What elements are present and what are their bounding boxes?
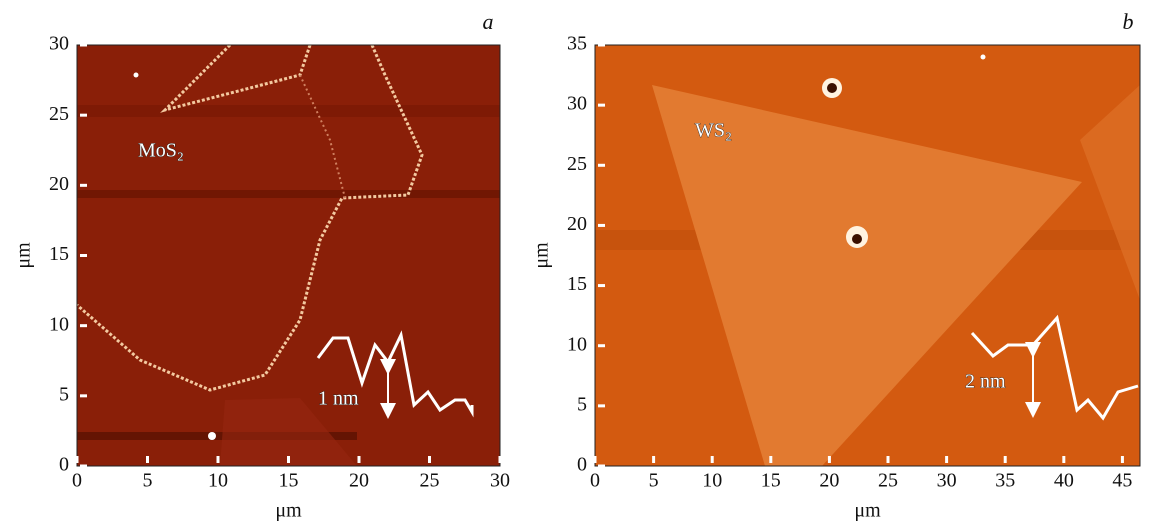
y-tick-label: 15 [567, 273, 587, 295]
x-tick-label: 20 [349, 470, 369, 492]
panel-label: b [1123, 9, 1134, 34]
y-tick-label: 20 [49, 173, 69, 195]
annotation: MoS₂ [138, 140, 184, 162]
x-tick-label: 25 [878, 470, 898, 492]
y-tick-label: 5 [577, 393, 587, 415]
x-tick-label: 15 [761, 470, 781, 492]
afm-image-b [595, 45, 1140, 466]
y-tick-label: 20 [567, 213, 587, 235]
y-tick-label: 0 [59, 454, 69, 476]
afm-image-a [76, 43, 500, 466]
x-tick-label: 20 [819, 470, 839, 492]
x-axis-label: μm [275, 500, 302, 522]
y-tick-label: 10 [567, 333, 587, 355]
y-tick-label: 35 [567, 33, 587, 55]
panel-label: a [483, 9, 494, 34]
x-tick-label: 5 [143, 470, 153, 492]
x-tick-label: 5 [649, 470, 659, 492]
x-tick-label: 15 [279, 470, 299, 492]
x-tick-label: 10 [208, 470, 228, 492]
y-tick-label: 25 [49, 103, 69, 125]
y-tick-label: 30 [567, 93, 587, 115]
x-tick-label: 0 [590, 470, 600, 492]
x-tick-label: 40 [1054, 470, 1074, 492]
annotation: 1 nm [318, 388, 359, 410]
x-tick-label: 0 [72, 470, 82, 492]
y-tick-label: 10 [49, 313, 69, 335]
x-tick-label: 30 [490, 470, 510, 492]
plot-frame [594, 44, 1141, 467]
y-tick-label: 15 [49, 243, 69, 265]
x-tick-label: 35 [995, 470, 1015, 492]
x-tick-label: 30 [937, 470, 957, 492]
x-tick-label: 25 [420, 470, 440, 492]
y-tick-label: 5 [59, 383, 69, 405]
y-tick-label: 0 [577, 454, 587, 476]
x-tick-label: 10 [702, 470, 722, 492]
plot-frame [76, 44, 501, 467]
y-tick-label: 30 [49, 33, 69, 55]
y-axis-label: μm [13, 242, 35, 269]
annotation: 2 nm [965, 371, 1006, 393]
y-tick-label: 25 [567, 153, 587, 175]
x-axis-label: μm [854, 500, 881, 522]
y-axis-label: μm [531, 242, 553, 269]
annotation: WS₂ [695, 120, 732, 142]
x-tick-label: 45 [1112, 470, 1132, 492]
